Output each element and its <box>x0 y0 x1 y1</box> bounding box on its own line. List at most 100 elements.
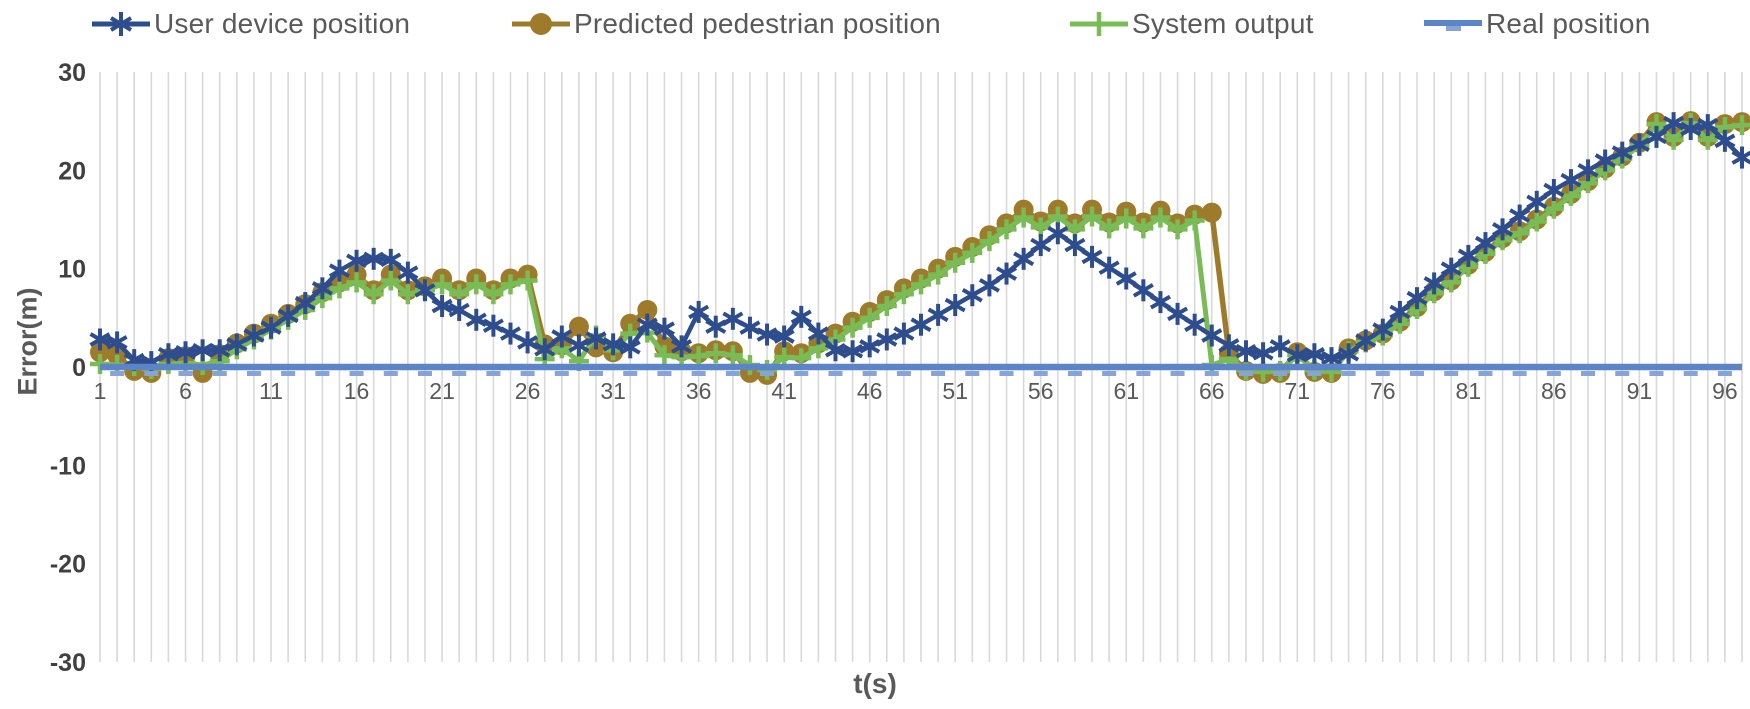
asterisk-marker <box>1201 328 1223 343</box>
asterisk-marker <box>773 329 795 344</box>
dash-marker <box>760 371 775 376</box>
asterisk-marker <box>1509 208 1531 223</box>
asterisk-marker <box>876 332 898 347</box>
circle-marker <box>568 316 589 337</box>
dash-marker <box>1273 371 1288 376</box>
x-tick-label: 41 <box>771 378 797 404</box>
dash-marker-icon <box>1424 20 1482 31</box>
asterisk-marker <box>636 317 658 332</box>
asterisk-marker <box>996 266 1018 281</box>
asterisk-marker <box>1474 235 1496 251</box>
circle-marker <box>90 342 110 363</box>
dash-marker <box>1238 371 1253 376</box>
asterisk-marker <box>1731 150 1750 165</box>
dash-marker <box>383 371 398 376</box>
y-tick-label: -10 <box>50 452 86 480</box>
asterisk-marker <box>192 343 214 358</box>
asterisk-marker <box>1047 226 1069 241</box>
asterisk-marker <box>688 304 710 320</box>
asterisk-marker <box>482 318 504 333</box>
asterisk-marker <box>499 326 522 341</box>
dash-marker <box>896 371 911 376</box>
asterisk-marker <box>1611 145 1633 160</box>
asterisk-marker <box>824 343 846 358</box>
dash-marker <box>999 371 1014 376</box>
asterisk-marker <box>1132 283 1154 298</box>
y-tick-label: 30 <box>58 59 86 87</box>
dash-marker <box>178 371 193 376</box>
asterisk-marker <box>1372 322 1394 337</box>
dash-marker <box>1170 371 1185 376</box>
asterisk-marker <box>1457 248 1479 264</box>
asterisk-marker <box>431 298 453 314</box>
x-tick-label: 76 <box>1370 378 1396 404</box>
asterisk-marker <box>1338 346 1360 362</box>
asterisk-marker <box>671 339 693 354</box>
dash-marker <box>862 371 877 376</box>
asterisk-marker <box>328 263 350 278</box>
dash-marker <box>1717 371 1732 376</box>
x-tick-label: 36 <box>686 378 712 404</box>
asterisk-marker <box>1560 172 1582 188</box>
x-tick-label: 6 <box>179 378 192 404</box>
dash-marker <box>1683 371 1698 376</box>
asterisk-marker <box>1355 333 1377 348</box>
asterisk-marker <box>859 339 881 354</box>
dash-marker <box>349 371 364 376</box>
asterisk-marker <box>397 265 419 280</box>
dash-marker <box>1444 371 1459 376</box>
dash-marker <box>828 371 843 376</box>
asterisk-marker <box>106 335 128 350</box>
dash-marker <box>520 371 535 376</box>
asterisk-marker <box>534 342 556 357</box>
dash-marker <box>212 371 227 376</box>
legend-label: System output <box>1132 8 1314 39</box>
asterisk-marker <box>1167 306 1189 322</box>
dash-marker <box>1649 371 1664 376</box>
x-tick-label: 81 <box>1456 378 1482 404</box>
asterisk-marker <box>157 346 179 362</box>
dash-marker <box>1546 371 1561 376</box>
legend-label: Predicted pedestrian position <box>574 8 941 39</box>
dash-marker <box>1033 371 1048 376</box>
asterisk-marker <box>1184 317 1206 332</box>
x-tick-label: 46 <box>857 378 883 404</box>
legend-item-system-output: System output <box>1070 4 1314 44</box>
asterisk-marker <box>705 319 727 334</box>
dash-marker <box>144 371 159 376</box>
asterisk-marker <box>209 343 231 358</box>
dash-marker <box>1375 371 1390 376</box>
dash-marker <box>315 371 330 376</box>
legend-item-predicted-pedestrian-position: Predicted pedestrian position <box>512 4 941 44</box>
dash-marker <box>691 371 706 376</box>
plus-marker-icon <box>1070 12 1128 36</box>
y-tick-label: 0 <box>72 354 86 382</box>
dash-marker <box>794 371 809 376</box>
asterisk-marker <box>1577 163 1599 178</box>
dash-marker <box>246 371 261 376</box>
asterisk-marker <box>1526 194 1548 210</box>
dash-marker <box>1307 371 1322 376</box>
x-tick-label: 16 <box>344 378 370 404</box>
asterisk-marker <box>1320 350 1343 366</box>
x-tick-label: 11 <box>259 378 283 404</box>
x-tick-label: 91 <box>1627 378 1653 404</box>
asterisk-marker <box>756 327 778 342</box>
dash-marker <box>110 371 125 376</box>
dash-marker <box>1204 371 1219 376</box>
x-tick-label: 71 <box>1284 378 1310 404</box>
asterisk-marker <box>1645 129 1667 145</box>
asterisk-marker <box>1252 346 1274 361</box>
asterisk-marker <box>260 320 282 335</box>
asterisk-marker <box>1098 260 1120 275</box>
asterisk-marker <box>1389 304 1411 320</box>
asterisk-marker <box>790 309 812 325</box>
asterisk-marker <box>1115 271 1137 286</box>
asterisk-marker <box>722 311 744 327</box>
legend-item-user-device-position: User device position <box>92 4 410 44</box>
dash-marker <box>725 371 740 376</box>
x-tick-label: 51 <box>942 378 968 404</box>
x-tick-label: 31 <box>600 378 626 404</box>
y-axis-title: Error(m) <box>12 287 43 396</box>
